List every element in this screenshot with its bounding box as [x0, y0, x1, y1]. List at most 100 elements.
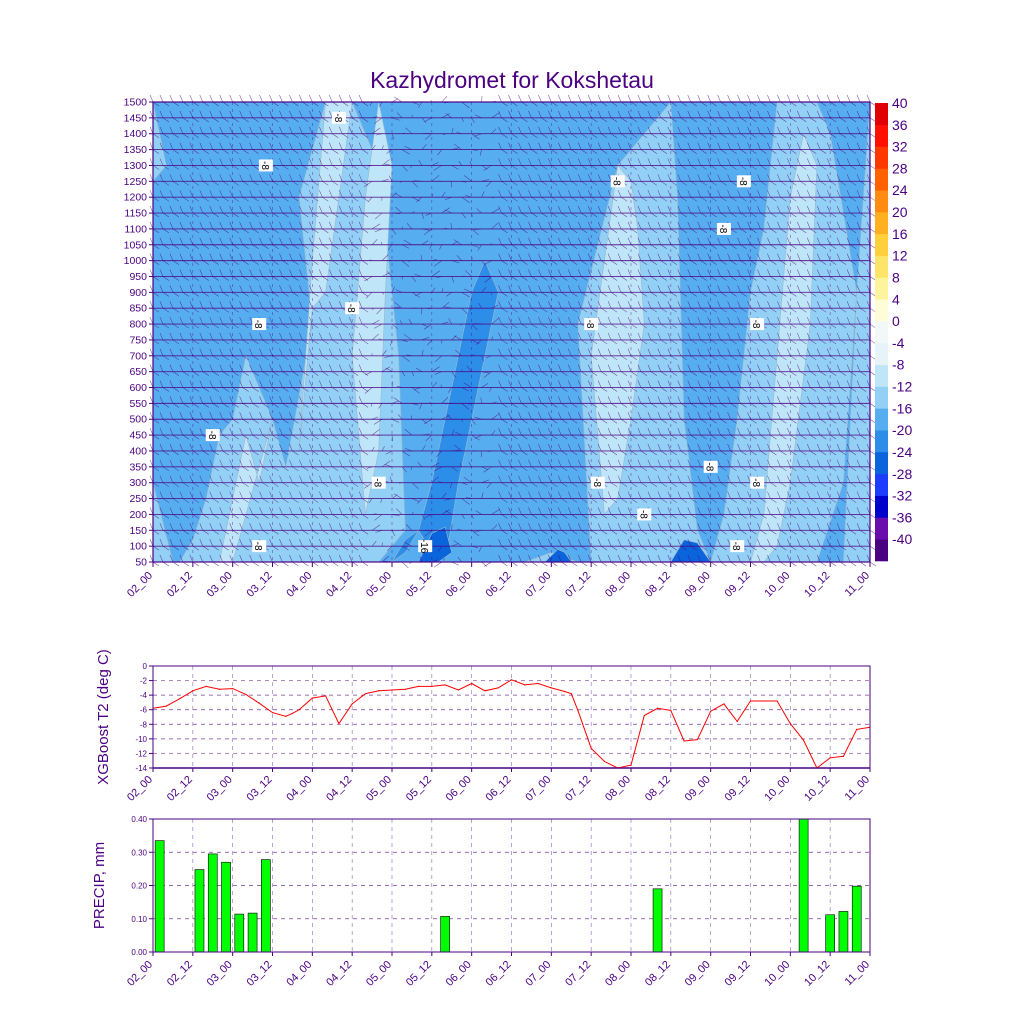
colorbar-swatch: [875, 365, 888, 387]
x-tick-label: 04_00: [284, 570, 314, 600]
t2-point: [192, 690, 193, 691]
precip-bar: [653, 889, 662, 952]
y-tick-label: 1450: [124, 112, 148, 124]
y-tick-label: 900: [129, 287, 147, 299]
precip-bar: [852, 886, 861, 952]
y-tick-label: 0.00: [131, 948, 147, 957]
x-tick-label: 02_12: [165, 774, 195, 804]
t2-point: [445, 684, 446, 685]
colorbar-swatch: [875, 387, 888, 409]
t2-point: [790, 723, 791, 724]
colorbar-swatch: [875, 103, 888, 125]
t2-point: [272, 712, 273, 713]
y-tick-label: 1100: [124, 223, 147, 235]
y-tick-label: 350: [129, 461, 147, 473]
colorbar-label: 8: [892, 269, 900, 285]
y-tick-label: 500: [129, 414, 147, 426]
t2-point: [352, 703, 353, 704]
colorbar-label: 24: [892, 182, 908, 198]
colorbar-swatch: [875, 125, 888, 147]
y-tick-label: 1500: [124, 97, 148, 109]
x-tick-label: 02_00: [125, 959, 155, 989]
colorbar-swatch: [875, 474, 888, 496]
t2-point: [292, 713, 293, 714]
colorbar-label: 4: [892, 291, 900, 307]
t2-point: [697, 739, 698, 740]
colorbar-swatch: [875, 452, 888, 474]
y-tick-label: 700: [129, 350, 147, 362]
t2-point: [803, 740, 804, 741]
colorbar-swatch: [875, 496, 888, 518]
t2-point: [166, 705, 167, 706]
colorbar-label: -16: [892, 400, 912, 416]
x-tick-label: 05_12: [404, 774, 434, 804]
y-tick-label: 1350: [124, 144, 148, 156]
t2-point: [830, 757, 831, 758]
contour-label: -8: [332, 113, 343, 122]
x-tick-label: 03_12: [245, 774, 275, 804]
y-tick-label: 1300: [124, 160, 148, 172]
x-tick-label: 11_00: [843, 570, 873, 600]
t2-point: [537, 683, 538, 684]
x-tick-label: 10_12: [802, 774, 832, 804]
t2-point: [723, 703, 724, 704]
x-tick-label: 10_12: [802, 570, 832, 600]
wind-barb: [402, 562, 408, 568]
y-tick-label: -10: [135, 735, 147, 744]
contour-label: -8: [611, 177, 622, 186]
colorbar-label: 36: [892, 117, 908, 133]
y-tick-label: 800: [129, 319, 147, 331]
x-tick-label: 02_00: [125, 570, 155, 600]
contour-label: -8: [252, 320, 263, 329]
y-tick-label: 1400: [124, 128, 148, 140]
x-tick-label: 05_12: [404, 959, 434, 989]
colorbar-swatch: [875, 343, 888, 365]
t2-point: [577, 710, 578, 711]
x-tick-label: 03_00: [205, 959, 235, 989]
precip-bar: [826, 915, 835, 952]
t2-point: [657, 708, 658, 709]
colorbar-label: 0: [892, 313, 900, 329]
colorbar-label: 40: [892, 95, 908, 111]
y-tick-label: 100: [129, 541, 147, 553]
colorbar-swatch: [875, 539, 888, 561]
x-tick-label: 10_00: [762, 959, 792, 989]
precip-bar: [799, 819, 808, 952]
x-tick-label: 06_00: [444, 959, 474, 989]
contour-label: -8: [372, 478, 383, 487]
y-tick-label: 150: [129, 525, 147, 537]
y-tick-label: -8: [140, 720, 148, 729]
colorbar-label: -4: [892, 335, 905, 351]
t2-point: [750, 700, 751, 701]
y-tick-label: -14: [135, 764, 147, 773]
x-tick-label: 10_00: [762, 570, 792, 600]
y-tick-label: 300: [129, 477, 147, 489]
x-tick-label: 04_12: [324, 774, 354, 804]
x-tick-label: 04_00: [284, 959, 314, 989]
x-tick-label: 08_12: [643, 774, 673, 804]
x-tick-label: 07_00: [523, 570, 553, 600]
x-tick-label: 08_00: [603, 774, 633, 804]
t2-point: [431, 686, 432, 687]
y-tick-label: 400: [129, 445, 147, 457]
contour-label: -8: [591, 478, 602, 487]
y-tick-label: 0: [143, 662, 148, 671]
t2-point: [338, 723, 339, 724]
colorbar-swatch: [875, 190, 888, 212]
x-tick-label: 09_00: [683, 570, 713, 600]
x-tick-label: 10_00: [762, 774, 792, 804]
contour-label: -8: [750, 320, 761, 329]
y-tick-label: 250: [129, 493, 147, 505]
wind-barb: [394, 97, 402, 102]
t2-point: [604, 761, 605, 762]
x-tick-label: 02_00: [125, 774, 155, 804]
t2-point: [245, 694, 246, 695]
colorbar-swatch: [875, 321, 888, 343]
colorbar-label: -40: [892, 531, 912, 547]
y-tick-label: -4: [140, 691, 148, 700]
precip-bar: [441, 916, 450, 952]
x-tick-label: 11_00: [843, 959, 873, 989]
colorbar-swatch: [875, 168, 888, 190]
colorbar-label: -8: [892, 357, 905, 373]
